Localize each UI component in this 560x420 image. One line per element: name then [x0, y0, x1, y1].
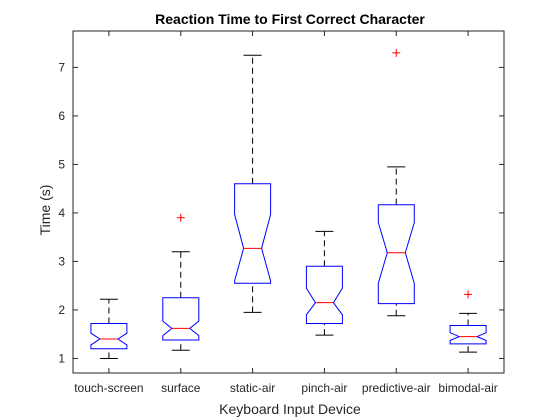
- y-tick-label: 4: [58, 206, 65, 220]
- x-tick-label: surface: [161, 381, 201, 395]
- x-axis-label: Keyboard Input Device: [219, 401, 361, 417]
- y-tick-label: 1: [58, 351, 65, 365]
- x-tick-label: pinch-air: [301, 381, 347, 395]
- y-tick-label: 7: [58, 60, 65, 74]
- axes-frame: [73, 31, 504, 373]
- y-tick-label: 5: [58, 157, 65, 171]
- x-tick-label: touch-screen: [74, 381, 143, 395]
- x-tick-label: static-air: [230, 381, 275, 395]
- y-axis-label: Time (s): [37, 185, 53, 236]
- x-tick-label: predictive-air: [362, 381, 431, 395]
- plot-area: 1 2 3 4 5 6 7 touch-screen surface static-air pinc…: [58, 31, 504, 395]
- y-tick-label: 2: [58, 303, 65, 317]
- y-tick-label: 6: [58, 109, 65, 123]
- chart-title: Reaction Time to First Correct Character: [155, 11, 425, 27]
- x-tick-label: bimodal-air: [438, 381, 497, 395]
- y-tick-label: 3: [58, 254, 65, 268]
